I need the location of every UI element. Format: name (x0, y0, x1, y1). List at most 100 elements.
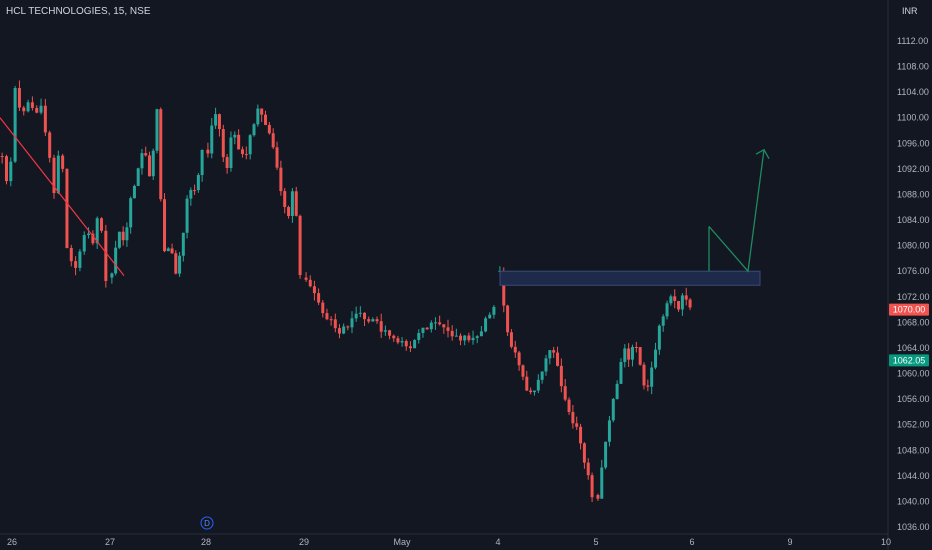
candle-body (210, 125, 214, 154)
supply-zone[interactable] (499, 270, 761, 286)
candle-body (438, 322, 442, 325)
candle-body (484, 318, 488, 332)
x-tick-label: 27 (105, 537, 115, 547)
candle-body (178, 255, 182, 274)
candle-body (586, 462, 590, 476)
candle-body (404, 341, 408, 347)
y-tick-label: 1040.00 (897, 496, 930, 506)
candle-body (56, 155, 60, 194)
candle-body (634, 346, 638, 348)
candle-body (433, 322, 437, 324)
candle-body (354, 313, 358, 319)
candle-body (630, 346, 634, 360)
candle-body (114, 247, 118, 274)
candle-body (4, 156, 8, 182)
currency-label: INR (902, 6, 918, 16)
candle-body (237, 134, 241, 150)
candle-body (248, 135, 252, 155)
y-tick-label: 1084.00 (897, 215, 930, 225)
candle-body (623, 348, 627, 362)
candle-body (217, 114, 221, 130)
candle-body (417, 332, 421, 340)
candle-body (446, 327, 450, 331)
current-price-badge-bg (889, 303, 929, 316)
candle-body (193, 190, 197, 192)
candle-body (264, 114, 268, 125)
candle-body (321, 302, 325, 314)
trendline[interactable] (0, 117, 125, 277)
candle-body (342, 326, 346, 334)
candle-body (358, 312, 362, 314)
candle-body (147, 155, 151, 177)
candle-body (604, 441, 608, 468)
candle-body (567, 399, 571, 412)
candle-body (413, 339, 417, 349)
x-tick-label: 29 (299, 537, 309, 547)
candle-body (69, 247, 73, 262)
candle-body (200, 149, 204, 176)
candle-body (400, 341, 404, 343)
candle-body (252, 124, 256, 136)
y-tick-label: 1060.00 (897, 369, 930, 379)
x-tick-label: 26 (7, 537, 17, 547)
candle-body (22, 107, 26, 112)
candle-body (571, 411, 575, 424)
candle-body (450, 330, 454, 337)
candle-body (333, 319, 337, 329)
candle-body (582, 443, 586, 463)
y-tick-label: 1076.00 (897, 266, 930, 276)
y-tick-label: 1068.00 (897, 317, 930, 327)
candle-body (43, 105, 47, 133)
candle-body (121, 231, 125, 241)
candle-body (9, 161, 13, 182)
y-tick-label: 1104.00 (897, 87, 929, 97)
candle-body (673, 296, 677, 301)
y-tick-label: 1096.00 (897, 138, 930, 148)
candle-body (669, 296, 673, 304)
candle-body (35, 107, 39, 113)
candle-body (611, 398, 615, 421)
candle-body (0, 156, 4, 158)
x-tick-label: 10 (881, 537, 891, 547)
candle-body (506, 305, 510, 333)
candle-body (559, 365, 563, 387)
candle-body (579, 426, 583, 444)
candle-body (492, 306, 496, 315)
candle-body (396, 338, 400, 343)
candle-body (590, 475, 594, 498)
reference-price-badge-bg (889, 354, 929, 367)
candle-body (206, 149, 210, 154)
dividend-event-label: D (204, 519, 210, 528)
y-tick-label: 1080.00 (897, 241, 930, 251)
candle-body (117, 231, 121, 248)
candle-body (502, 270, 506, 306)
projection-path[interactable] (708, 149, 765, 273)
dividend-event-icon[interactable] (200, 516, 214, 530)
candle-body (240, 149, 244, 155)
candle-body (185, 198, 189, 233)
candle-body (95, 218, 99, 244)
candle-body (677, 300, 681, 310)
candle-body (654, 349, 658, 368)
candle-body (627, 348, 631, 360)
candle-body (221, 129, 225, 158)
candle-body (260, 108, 264, 115)
candle-body (287, 206, 291, 216)
candle-body (104, 230, 108, 281)
y-tick-label: 1100.00 (897, 113, 929, 123)
candle-body (661, 316, 665, 326)
candle-body (290, 191, 294, 216)
candle-body (646, 385, 650, 387)
candle-body (615, 383, 619, 399)
candle-body (379, 321, 383, 332)
candle-body (657, 325, 661, 350)
candle-body (337, 328, 341, 334)
candle-body (244, 154, 248, 156)
candle-body (521, 365, 525, 377)
candle-body (479, 331, 483, 337)
y-tick-label: 1072.00 (897, 292, 930, 302)
y-tick-label: 1036.00 (897, 522, 930, 532)
candle-body (159, 109, 163, 200)
candle-body (30, 102, 34, 108)
